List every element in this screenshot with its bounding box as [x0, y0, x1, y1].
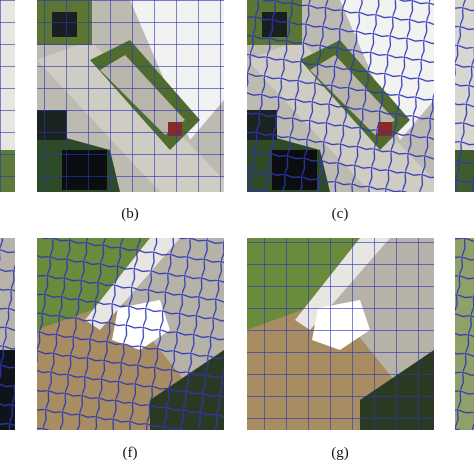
- panel-image: [247, 0, 434, 192]
- partial-panel: [0, 0, 474, 430]
- panel-caption: (c): [332, 206, 349, 222]
- panel-caption: (b): [121, 206, 139, 222]
- panel-image: [37, 238, 224, 430]
- panel-image: [37, 0, 224, 192]
- panel-caption: (g): [331, 445, 349, 461]
- panel-image: [247, 238, 434, 430]
- panel-caption: (f): [123, 445, 138, 461]
